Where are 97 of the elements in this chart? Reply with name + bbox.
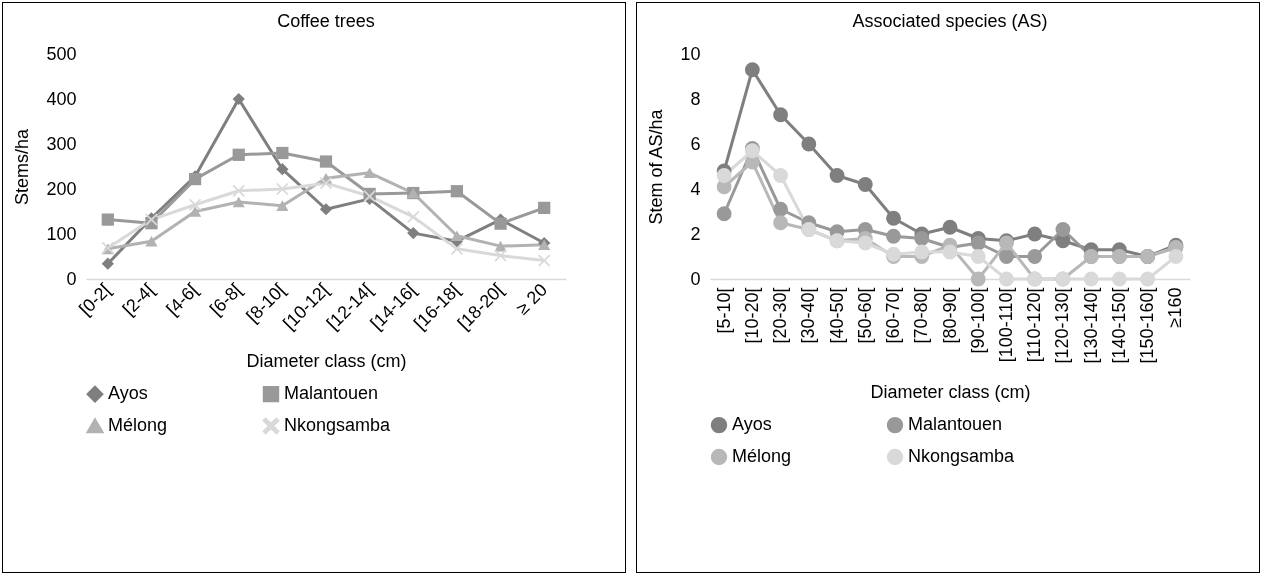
y-tick-label: 400 (46, 88, 77, 109)
x-tick-label: [50-60[ (854, 287, 875, 344)
point (188, 206, 202, 217)
legend-label: Mélong (732, 446, 792, 466)
x-tick-label: [100-110[ (995, 287, 1016, 363)
point (319, 177, 333, 190)
legend-label: Mélong (108, 415, 168, 435)
x-tick-label: [5-10[ (713, 287, 734, 334)
x-axis-title: Diameter class (cm) (870, 381, 1031, 402)
point (914, 231, 930, 246)
point (999, 271, 1014, 287)
point (999, 249, 1014, 264)
point (232, 92, 245, 106)
point (101, 213, 114, 226)
point (319, 155, 333, 168)
point (232, 184, 245, 197)
x-tick-label: [60-70[ (883, 287, 904, 344)
x-tick-label: [20-30[ (770, 287, 791, 344)
point (942, 244, 958, 260)
point (188, 198, 202, 211)
point (232, 196, 245, 208)
chart-title: Associated species (AS) (852, 11, 1048, 31)
y-tick-label: 8 (690, 88, 701, 109)
y-tick-label: 2 (690, 223, 701, 244)
legend-label: Malantouen (284, 383, 379, 404)
point (886, 228, 901, 244)
point (886, 210, 901, 226)
point (494, 249, 507, 262)
point (450, 185, 464, 198)
point (970, 249, 986, 264)
y-tick-label: 10 (680, 43, 701, 64)
legend-label: Nkongsamba (284, 415, 392, 435)
point (1027, 226, 1043, 242)
point (829, 168, 845, 183)
y-tick-label: 4 (690, 178, 701, 199)
point (716, 206, 732, 222)
point (276, 146, 289, 160)
point (801, 136, 817, 152)
y-tick-label: 500 (46, 43, 77, 64)
point (1083, 271, 1099, 287)
legend-label: Ayos (108, 383, 148, 404)
point (857, 235, 873, 251)
point (276, 163, 289, 176)
legend-label: Ayos (732, 414, 772, 435)
point (1140, 271, 1156, 287)
x-tick-label: [130-140[ (1080, 287, 1101, 364)
chart-title: Coffee trees (277, 11, 375, 31)
point (407, 210, 420, 224)
x-tick-label: [70-80[ (911, 287, 932, 344)
y-tick-label: 200 (46, 178, 77, 199)
point (857, 177, 873, 192)
point (1027, 249, 1043, 264)
point (101, 257, 114, 270)
point (970, 235, 986, 251)
point (1168, 249, 1184, 264)
x-axis-title: Diameter class (cm) (246, 351, 407, 372)
x-tick-label: [110-120[ (1024, 287, 1045, 363)
point (494, 217, 507, 230)
point (773, 107, 788, 123)
x-tick-label: [120-130[ (1052, 287, 1073, 364)
x-tick-label: [140-150[ (1108, 287, 1129, 364)
point (450, 230, 464, 242)
legend-label: Malantouen (908, 414, 1003, 435)
point (773, 168, 788, 183)
point (744, 62, 760, 78)
point (319, 203, 333, 216)
point (450, 242, 464, 255)
point (942, 219, 958, 235)
x-tick-label: [10-20[ (741, 287, 762, 344)
legend-label: Nkongsamba (908, 446, 1016, 466)
point (538, 201, 551, 215)
point (716, 168, 732, 183)
point (145, 235, 158, 247)
point (1112, 271, 1127, 287)
point (232, 148, 245, 161)
point (773, 201, 788, 217)
x-tick-label: ≥ 20 (512, 279, 552, 319)
x-tick-label: [80-90[ (939, 287, 960, 344)
y-tick-label: 300 (46, 133, 77, 154)
y-tick-label: 6 (690, 133, 701, 154)
point (773, 215, 788, 231)
y-axis-title: Stem of AS/ha (646, 108, 667, 225)
point (407, 226, 420, 240)
point (363, 167, 376, 179)
x-tick-label: ≥160 (1165, 287, 1186, 328)
y-tick-label: 0 (66, 268, 77, 289)
x-tick-label: [90-100[ (967, 287, 988, 354)
y-tick-label: 0 (690, 268, 701, 289)
point (914, 244, 930, 260)
y-axis-title: Stems/ha (12, 128, 33, 206)
x-tick-label: [150-160[ (1137, 287, 1158, 364)
x-tick-label: [30-40[ (798, 287, 819, 344)
point (1055, 222, 1071, 237)
point (970, 271, 986, 287)
point (276, 200, 289, 211)
y-tick-label: 100 (46, 223, 77, 244)
x-tick-label: [40-50[ (826, 287, 847, 344)
